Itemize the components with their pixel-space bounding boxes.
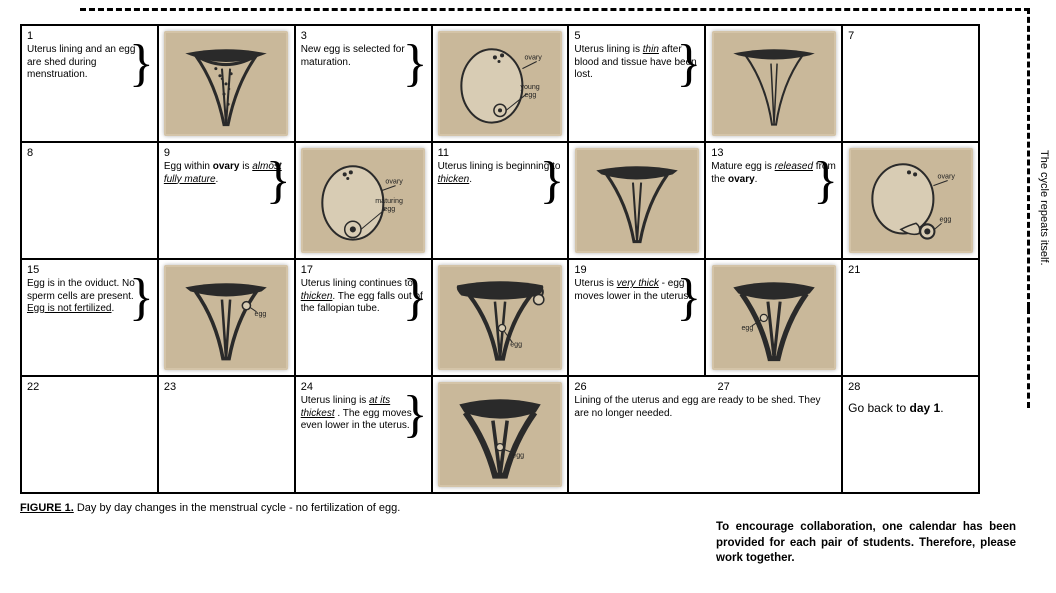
day-13-cell: 13 Mature egg is released from the ovary… xyxy=(705,142,842,259)
menstrual-cycle-calendar: 1 Uterus lining and an egg are shed duri… xyxy=(20,24,980,494)
ovary-maturing-egg-illustration: ovary maturingegg xyxy=(301,148,425,254)
uterus-thickest-illustration: egg xyxy=(438,382,562,488)
svg-text:ovary: ovary xyxy=(524,53,542,61)
svg-text:egg: egg xyxy=(939,215,951,223)
day-number: 27 xyxy=(718,381,730,393)
bracket-icon: } xyxy=(403,399,428,430)
uterus-shedding-illustration xyxy=(164,31,288,137)
day-26-27-cell: 26 27 Lining of the uterus and egg are r… xyxy=(568,376,842,493)
day-19-cell: 19 Uterus is very thick - egg moves lowe… xyxy=(568,259,705,376)
svg-text:ovary: ovary xyxy=(937,172,955,180)
day-11-cell: 11 Uterus lining is beginning to thicken… xyxy=(432,142,569,259)
day-number: 23 xyxy=(164,381,289,393)
day-6-image-cell xyxy=(705,25,842,142)
day-18-image-cell: egg xyxy=(432,259,569,376)
day-2-image-cell xyxy=(158,25,295,142)
bracket-icon: } xyxy=(266,165,291,196)
figure-caption: FIGURE 1. Day by day changes in the mens… xyxy=(20,502,1026,514)
day-5-cell: 5 Uterus lining is thin after blood and … xyxy=(568,25,705,142)
bracket-icon: } xyxy=(676,282,701,313)
uterus-thickening-illustration xyxy=(575,148,699,254)
collaboration-note: To encourage collaboration, one calendar… xyxy=(716,520,1016,567)
uterus-thin-illustration xyxy=(712,31,836,137)
day-description: Go back to day 1. xyxy=(848,395,973,488)
day-number: 22 xyxy=(27,381,152,393)
svg-text:egg: egg xyxy=(524,91,536,99)
day-15-cell: 15 Egg is in the oviduct. No sperm cells… xyxy=(21,259,158,376)
day-9-cell: 9 Egg within ovary is almost fully matur… xyxy=(158,142,295,259)
bracket-icon: } xyxy=(403,282,428,313)
day-number: 8 xyxy=(27,147,152,159)
day-4-image-cell: ovary youngegg xyxy=(432,25,569,142)
ovary-young-egg-illustration: ovary youngegg xyxy=(438,31,562,137)
day-7-cell: 7 xyxy=(842,25,979,142)
day-28-cell: 28 Go back to day 1. xyxy=(842,376,979,493)
day-17-cell: 17 Uterus lining continues to thicken. T… xyxy=(295,259,432,376)
day-10-image-cell: ovary maturingegg xyxy=(295,142,432,259)
bracket-icon: } xyxy=(129,48,154,79)
day-description: Lining of the uterus and egg are ready t… xyxy=(574,395,836,488)
figure-label: FIGURE 1. xyxy=(20,502,74,514)
day-1-cell: 1 Uterus lining and an egg are shed duri… xyxy=(21,25,158,142)
uterus-very-thick-illustration: egg xyxy=(712,265,836,371)
figure-caption-text: Day by day changes in the menstrual cycl… xyxy=(74,502,401,514)
bracket-icon: } xyxy=(676,48,701,79)
svg-text:egg: egg xyxy=(741,324,753,332)
bracket-icon: } xyxy=(403,48,428,79)
svg-text:maturing: maturing xyxy=(375,197,403,205)
day-22-cell: 22 xyxy=(21,376,158,493)
uterus-egg-falling-illustration: egg xyxy=(438,265,562,371)
day-12-image-cell xyxy=(568,142,705,259)
day-20-image-cell: egg xyxy=(705,259,842,376)
day-21-cell: 21 xyxy=(842,259,979,376)
cycle-repeats-label: The cycle repeats itself. xyxy=(1038,150,1050,266)
day-3-cell: 3 New egg is selected for maturation. } xyxy=(295,25,432,142)
bracket-icon: } xyxy=(539,165,564,196)
day-14-image-cell: ovary egg xyxy=(842,142,979,259)
day-number: 28 xyxy=(848,381,973,393)
cycle-dashed-right-upper xyxy=(1027,8,1030,308)
uterus-oviduct-egg-illustration: egg xyxy=(164,265,288,371)
svg-text:young: young xyxy=(520,83,539,91)
day-number: 7 xyxy=(848,30,973,42)
day-24-cell: 24 Uterus lining is at its thickest . Th… xyxy=(295,376,432,493)
day-23-cell: 23 xyxy=(158,376,295,493)
svg-text:ovary: ovary xyxy=(386,177,404,185)
cycle-dashed-right-lower xyxy=(1027,308,1030,408)
day-number: 26 xyxy=(574,381,586,393)
day-25-image-cell: egg xyxy=(432,376,569,493)
day-8-cell: 8 xyxy=(21,142,158,259)
ovary-egg-release-illustration: ovary egg xyxy=(849,148,973,254)
day-number: 21 xyxy=(848,264,973,276)
bracket-icon: } xyxy=(813,165,838,196)
svg-text:egg: egg xyxy=(383,205,395,213)
cycle-dashed-top xyxy=(80,8,1030,11)
bracket-icon: } xyxy=(129,282,154,313)
svg-text:egg: egg xyxy=(512,451,524,459)
day-16-image-cell: egg xyxy=(158,259,295,376)
